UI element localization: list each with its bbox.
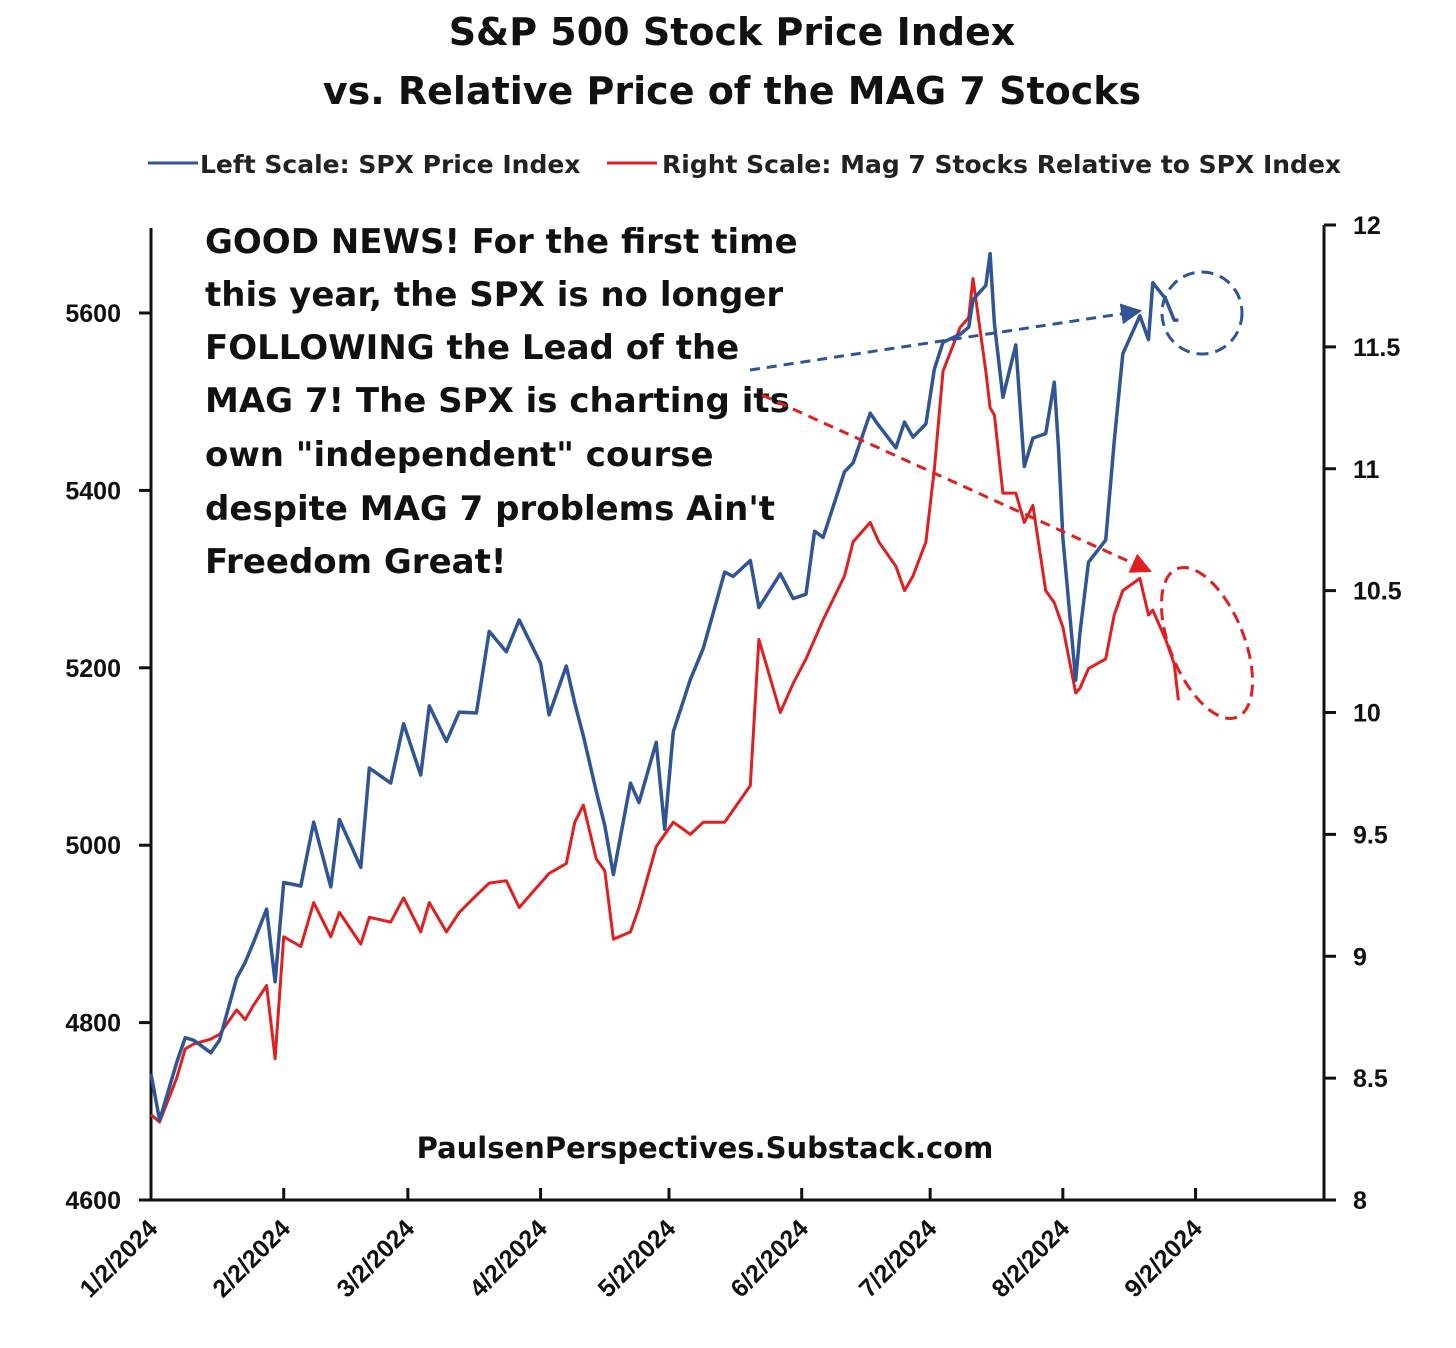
annotation-line: MAG 7! The SPX is charting its (205, 381, 790, 421)
x-tick-label: 9/2/2024 (1119, 1214, 1208, 1303)
right-tick-label: 10.5 (1353, 578, 1402, 606)
right-tick-label: 8 (1353, 1187, 1367, 1215)
legend-label-mag7: Right Scale: Mag 7 Stocks Relative to SP… (662, 150, 1341, 179)
left-tick-label: 5400 (65, 477, 121, 505)
right-tick-label: 11 (1353, 456, 1380, 484)
x-tick-label: 7/2/2024 (854, 1214, 943, 1303)
annotation-text: GOOD NEWS! For the first time this year,… (205, 222, 810, 582)
right-tick-label: 12 (1353, 212, 1381, 240)
highlight-circle-spx (1160, 270, 1244, 356)
x-axis-ticks: 1/2/2024 2/2/2024 3/2/2024 4/2/2024 5/2/2024… (75, 1188, 1326, 1303)
source-watermark: PaulsenPerspectives.Substack.com (417, 1131, 994, 1165)
series-line-mag7-relative (150, 277, 1180, 1124)
annotation-arrow-blue (749, 303, 1143, 372)
left-tick-label: 5200 (65, 655, 121, 683)
left-tick-label: 5600 (65, 300, 121, 328)
legend: Left Scale: SPX Price Index Right Scale:… (148, 150, 1341, 179)
x-tick-label: 8/2/2024 (986, 1214, 1075, 1303)
annotation-line: FOLLOWING the Lead of the (205, 328, 739, 368)
annotation-line: GOOD NEWS! For the first time (205, 222, 798, 262)
right-tick-label: 10 (1353, 700, 1381, 728)
right-tick-label: 9.5 (1353, 821, 1388, 849)
left-tick-label: 4800 (65, 1010, 121, 1038)
right-tick-label: 11.5 (1353, 334, 1400, 362)
x-tick-label: 4/2/2024 (464, 1214, 553, 1303)
right-tick-label: 9 (1353, 943, 1367, 971)
chart-title: S&P 500 Stock Price Index (449, 10, 1016, 54)
x-tick-label: 3/2/2024 (331, 1214, 420, 1303)
annotation-line: this year, the SPX is no longer (205, 275, 783, 315)
right-axis-ticks: 8 8.5 9 9.5 10 10.5 11 11.5 12 (1324, 212, 1402, 1215)
x-tick-label: 5/2/2024 (593, 1214, 682, 1303)
x-tick-label: 6/2/2024 (725, 1214, 814, 1303)
chart-subtitle: vs. Relative Price of the MAG 7 Stocks (323, 69, 1141, 113)
annotation-line: despite MAG 7 problems Ain't (205, 489, 775, 529)
x-tick-label: 2/2/2024 (207, 1214, 296, 1303)
x-tick-label: 1/2/2024 (75, 1214, 164, 1303)
annotation-line: Freedom Great! (205, 542, 506, 582)
series-layer (149, 251, 1180, 1124)
series-line-spx-price (149, 251, 1179, 1122)
annotation-arrow-red (761, 393, 1152, 573)
legend-label-spx: Left Scale: SPX Price Index (200, 150, 580, 179)
left-axis-ticks: 4600 4800 5000 5200 5400 5600 (65, 300, 151, 1215)
annotation-line: own "independent" course (205, 435, 714, 475)
left-tick-label: 5000 (65, 832, 121, 860)
right-tick-label: 8.5 (1353, 1065, 1388, 1093)
left-tick-label: 4600 (65, 1187, 121, 1215)
highlight-ellipse-mag7 (1159, 566, 1255, 720)
